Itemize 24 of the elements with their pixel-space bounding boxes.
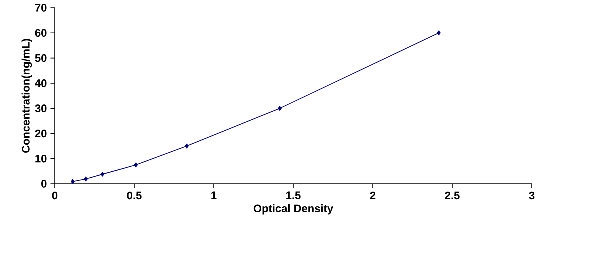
y-axis-title: Concentration(ng/mL) [22,39,32,153]
y-tick-label: 50 [35,54,47,62]
point [278,106,282,111]
y-tick-label: 30 [35,104,47,112]
x-tick-label: 1.5 [286,192,301,200]
x-tick-label: 1 [212,192,217,200]
x-tick-label: 0.5 [127,192,142,200]
x-tick-label: 2 [370,192,376,200]
x-tick-label: 0 [52,192,58,200]
y-tick-label: 60 [35,29,47,38]
point [84,176,88,182]
point [100,172,105,177]
x-tick-label: 3 [529,192,535,200]
x-axis-title: Optical Density [254,204,334,215]
y-tick-label: 40 [35,80,47,88]
y-tick-label: 0 [42,180,47,188]
y-tick-label: 20 [35,130,47,138]
point [437,30,441,36]
point [71,179,75,184]
y-tick-label: 10 [36,154,47,163]
point [185,144,189,149]
y-tick-label: 70 [35,4,47,12]
x-tick-label: 2.5 [445,192,460,200]
point [134,162,138,168]
